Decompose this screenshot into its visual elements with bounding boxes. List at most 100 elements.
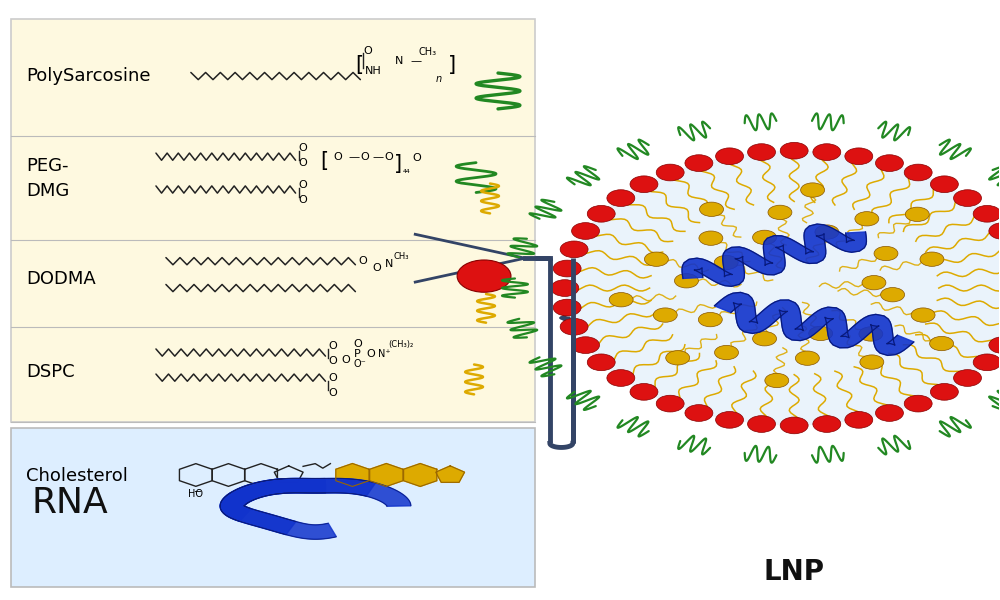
Text: ]: ]	[394, 154, 402, 175]
Circle shape	[905, 207, 929, 221]
Text: [: [	[320, 151, 329, 171]
Circle shape	[989, 223, 1000, 239]
Circle shape	[875, 404, 903, 421]
Circle shape	[855, 212, 879, 226]
Circle shape	[457, 260, 511, 292]
Text: O: O	[328, 356, 337, 366]
Polygon shape	[226, 478, 375, 505]
Text: O: O	[328, 341, 337, 351]
Circle shape	[989, 337, 1000, 353]
Circle shape	[560, 241, 588, 258]
Circle shape	[685, 155, 713, 172]
Circle shape	[715, 346, 738, 360]
Text: O: O	[363, 46, 372, 56]
Circle shape	[809, 326, 833, 341]
Text: n: n	[435, 74, 441, 84]
Polygon shape	[220, 478, 326, 521]
Text: O: O	[328, 388, 337, 398]
Text: N⁺: N⁺	[378, 349, 391, 359]
Circle shape	[780, 417, 808, 434]
Circle shape	[748, 416, 776, 433]
Text: LNP: LNP	[764, 558, 825, 586]
Polygon shape	[370, 464, 403, 487]
Circle shape	[565, 151, 1000, 425]
Circle shape	[930, 383, 958, 400]
Circle shape	[845, 412, 873, 428]
Circle shape	[930, 337, 954, 350]
Circle shape	[716, 412, 744, 428]
Text: —: —	[348, 152, 360, 161]
Circle shape	[815, 225, 839, 239]
Text: P: P	[353, 349, 360, 359]
Circle shape	[656, 164, 684, 181]
Circle shape	[607, 190, 635, 206]
Circle shape	[862, 275, 886, 290]
Circle shape	[930, 176, 958, 193]
Circle shape	[553, 260, 581, 277]
Circle shape	[644, 252, 668, 266]
Polygon shape	[275, 478, 411, 506]
Circle shape	[653, 308, 677, 322]
Circle shape	[698, 313, 722, 327]
Circle shape	[666, 350, 690, 365]
Text: ]: ]	[448, 55, 456, 75]
Circle shape	[860, 355, 884, 369]
Text: CH₃: CH₃	[418, 47, 436, 56]
Text: O: O	[353, 338, 362, 349]
Text: O: O	[328, 373, 337, 383]
Circle shape	[973, 205, 1000, 222]
Circle shape	[973, 354, 1000, 371]
Circle shape	[699, 231, 723, 245]
Circle shape	[560, 319, 588, 335]
Circle shape	[768, 205, 792, 220]
Circle shape	[551, 280, 579, 296]
Circle shape	[630, 176, 658, 193]
Circle shape	[904, 395, 932, 412]
Text: Cholesterol: Cholesterol	[26, 467, 128, 485]
Circle shape	[875, 155, 903, 172]
Circle shape	[881, 287, 905, 302]
Circle shape	[656, 395, 684, 412]
Text: O: O	[333, 152, 342, 161]
Circle shape	[801, 183, 825, 197]
Text: NH: NH	[365, 66, 382, 76]
Polygon shape	[404, 464, 437, 487]
Text: PolySarcosine: PolySarcosine	[26, 67, 151, 85]
Circle shape	[685, 404, 713, 421]
Circle shape	[753, 332, 777, 346]
Text: O: O	[366, 349, 375, 359]
Text: —: —	[372, 152, 383, 161]
Circle shape	[904, 164, 932, 181]
Text: (CH₃)₂: (CH₃)₂	[388, 340, 414, 349]
Circle shape	[714, 256, 738, 269]
Circle shape	[700, 202, 724, 217]
Circle shape	[813, 416, 841, 433]
Polygon shape	[682, 224, 866, 286]
Circle shape	[859, 327, 883, 341]
Text: O: O	[358, 256, 367, 266]
Text: ₄₄: ₄₄	[402, 165, 410, 175]
Text: O: O	[299, 158, 307, 167]
Text: O: O	[360, 152, 369, 161]
Circle shape	[748, 144, 776, 160]
Text: O⁻: O⁻	[353, 359, 366, 369]
Text: RNA: RNA	[31, 486, 108, 520]
Text: O: O	[341, 355, 350, 365]
Circle shape	[716, 148, 744, 164]
Circle shape	[607, 370, 635, 386]
Circle shape	[674, 274, 698, 288]
Circle shape	[630, 383, 658, 400]
Circle shape	[572, 337, 600, 353]
Text: O: O	[412, 154, 421, 163]
Text: ─: ─	[194, 487, 200, 497]
Text: N: N	[385, 259, 394, 269]
Circle shape	[795, 351, 819, 365]
Text: O: O	[384, 152, 393, 161]
Circle shape	[587, 354, 615, 371]
Text: O: O	[299, 143, 307, 153]
Text: [: [	[355, 55, 364, 75]
Text: DODMA: DODMA	[26, 270, 96, 288]
Bar	[11, 19, 535, 422]
Circle shape	[553, 299, 581, 316]
Circle shape	[609, 293, 633, 307]
